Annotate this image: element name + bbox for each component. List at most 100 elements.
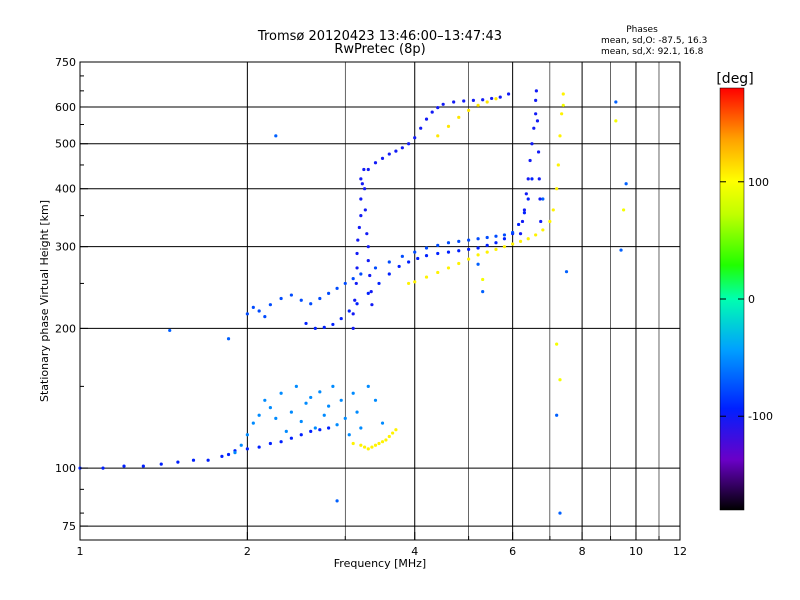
colorbar-tick-label: -100	[748, 410, 773, 423]
data-point	[359, 197, 363, 201]
data-point	[400, 146, 404, 150]
data-point	[481, 98, 485, 102]
data-point	[327, 426, 331, 430]
data-point	[490, 96, 494, 101]
data-point	[407, 281, 411, 286]
data-point	[347, 433, 351, 437]
data-point	[263, 398, 267, 402]
data-point	[391, 431, 395, 435]
data-point	[313, 426, 317, 430]
data-point	[424, 254, 429, 258]
data-point	[360, 182, 364, 186]
data-point	[502, 245, 507, 249]
data-point	[419, 126, 423, 130]
data-point	[279, 440, 283, 444]
data-point	[366, 245, 370, 249]
data-point	[481, 290, 485, 294]
data-point	[284, 429, 288, 433]
data-point	[299, 298, 303, 302]
data-point	[558, 511, 562, 515]
data-point	[313, 326, 317, 331]
data-point	[413, 250, 417, 254]
data-point	[526, 237, 530, 241]
data-point	[373, 161, 378, 165]
data-point	[359, 272, 363, 276]
data-point	[614, 119, 618, 123]
data-point	[394, 428, 398, 432]
y-tick-label: 400	[55, 183, 76, 196]
data-point	[339, 316, 343, 321]
data-point	[457, 115, 461, 119]
data-point	[359, 214, 363, 218]
data-point	[522, 208, 527, 212]
data-point	[339, 398, 343, 402]
data-point	[436, 106, 440, 110]
y-tick-label: 75	[62, 520, 76, 533]
data-point	[476, 237, 480, 241]
data-point	[502, 233, 507, 237]
y-tick-label: 300	[55, 241, 76, 254]
data-point	[467, 247, 471, 251]
data-point	[357, 225, 361, 230]
data-point	[424, 275, 429, 279]
data-point	[351, 277, 355, 281]
phases-line-o: mean, sd,O: -87.5, 16.3	[601, 36, 707, 46]
data-point	[279, 296, 283, 301]
data-point	[299, 433, 303, 437]
data-point	[485, 100, 489, 104]
x-axis-label: Frequency [MHz]	[334, 557, 426, 570]
data-point	[355, 266, 359, 270]
data-point	[494, 234, 498, 238]
data-point	[335, 423, 339, 427]
data-point	[534, 98, 538, 102]
data-point	[511, 242, 515, 246]
data-point	[289, 436, 293, 440]
data-point	[541, 197, 545, 201]
colorbar-tick-label: 100	[748, 176, 769, 189]
x-tick-label: 4	[411, 545, 418, 558]
data-point	[176, 460, 180, 464]
data-point	[257, 413, 261, 417]
data-point	[304, 321, 308, 326]
data-point	[413, 136, 417, 140]
data-point	[366, 447, 370, 451]
data-point	[561, 103, 565, 107]
y-tick-label: 100	[55, 462, 76, 475]
data-point	[362, 187, 367, 191]
data-point	[380, 156, 385, 160]
data-point	[534, 233, 538, 237]
data-point	[416, 256, 420, 261]
data-point	[537, 177, 541, 181]
data-point	[446, 250, 451, 254]
data-point	[355, 251, 359, 256]
data-point	[335, 499, 339, 503]
data-point	[560, 112, 564, 116]
data-point	[558, 378, 562, 382]
data-point	[318, 390, 322, 394]
data-point	[457, 249, 461, 253]
data-point	[268, 406, 272, 410]
data-point	[351, 441, 355, 446]
data-point	[413, 280, 417, 284]
data-point	[430, 110, 434, 114]
data-point	[541, 228, 545, 232]
data-point	[335, 286, 339, 290]
data-point	[530, 177, 534, 181]
data-point	[506, 92, 511, 96]
data-point	[555, 413, 559, 417]
data-point	[555, 187, 559, 191]
data-point	[548, 219, 552, 224]
data-point	[530, 142, 534, 146]
data-point	[534, 112, 538, 116]
x-tick-label: 8	[579, 545, 586, 558]
y-tick-label: 500	[55, 138, 76, 151]
data-point	[481, 277, 485, 282]
x-tick-label: 12	[673, 545, 687, 558]
x-tick-label: 1	[77, 545, 84, 558]
data-point	[366, 167, 370, 172]
data-point	[476, 262, 480, 266]
data-point	[619, 248, 623, 252]
phases-title: Phases	[626, 25, 658, 35]
data-point	[322, 325, 326, 329]
data-point	[526, 197, 530, 201]
